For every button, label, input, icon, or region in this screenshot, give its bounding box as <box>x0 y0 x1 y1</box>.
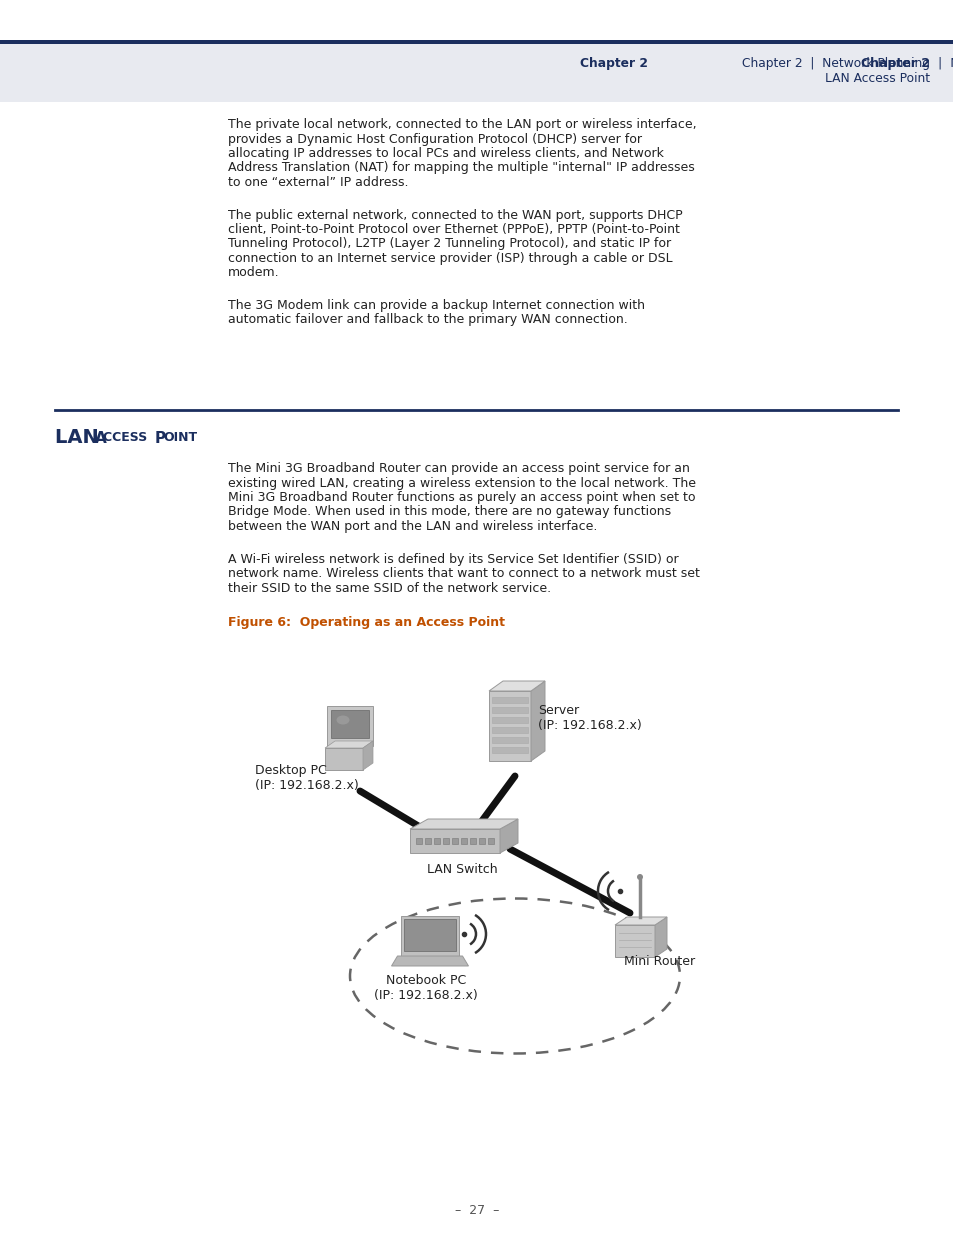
Text: Chapter 2: Chapter 2 <box>861 58 929 70</box>
FancyBboxPatch shape <box>0 0 953 40</box>
Text: Mini 3G Broadband Router functions as purely an access point when set to: Mini 3G Broadband Router functions as pu… <box>228 492 695 504</box>
FancyBboxPatch shape <box>460 839 467 844</box>
Text: The Mini 3G Broadband Router can provide an access point service for an: The Mini 3G Broadband Router can provide… <box>228 462 689 475</box>
Polygon shape <box>499 819 517 853</box>
Text: A: A <box>95 431 107 446</box>
Text: Figure 6:  Operating as an Access Point: Figure 6: Operating as an Access Point <box>228 616 504 629</box>
Polygon shape <box>615 918 666 925</box>
Circle shape <box>637 874 642 881</box>
FancyBboxPatch shape <box>489 692 531 761</box>
Text: network name. Wireless clients that want to connect to a network must set: network name. Wireless clients that want… <box>228 567 700 580</box>
Text: LAN Access Point: LAN Access Point <box>824 73 929 85</box>
FancyBboxPatch shape <box>327 706 373 746</box>
FancyBboxPatch shape <box>492 718 527 722</box>
Text: Server
(IP: 192.168.2.x): Server (IP: 192.168.2.x) <box>537 704 641 732</box>
FancyBboxPatch shape <box>0 44 953 103</box>
Text: automatic failover and fallback to the primary WAN connection.: automatic failover and fallback to the p… <box>228 314 627 326</box>
FancyBboxPatch shape <box>470 839 476 844</box>
Text: OINT: OINT <box>163 431 197 445</box>
FancyBboxPatch shape <box>325 748 363 769</box>
FancyBboxPatch shape <box>478 839 484 844</box>
Text: The private local network, connected to the LAN port or wireless interface,: The private local network, connected to … <box>228 119 696 131</box>
FancyBboxPatch shape <box>434 839 439 844</box>
FancyBboxPatch shape <box>410 829 499 853</box>
Text: modem.: modem. <box>228 267 279 279</box>
Text: Tunneling Protocol), L2TP (Layer 2 Tunneling Protocol), and static IP for: Tunneling Protocol), L2TP (Layer 2 Tunne… <box>228 237 670 251</box>
FancyBboxPatch shape <box>442 839 449 844</box>
FancyBboxPatch shape <box>492 737 527 743</box>
Text: allocating IP addresses to local PCs and wireless clients, and Network: allocating IP addresses to local PCs and… <box>228 147 663 161</box>
FancyBboxPatch shape <box>403 919 456 951</box>
FancyBboxPatch shape <box>424 839 431 844</box>
FancyBboxPatch shape <box>0 40 953 44</box>
FancyBboxPatch shape <box>452 839 457 844</box>
Text: Notebook PC
(IP: 192.168.2.x): Notebook PC (IP: 192.168.2.x) <box>374 974 477 1002</box>
Text: connection to an Internet service provider (ISP) through a cable or DSL: connection to an Internet service provid… <box>228 252 672 266</box>
FancyBboxPatch shape <box>416 839 421 844</box>
Text: LAN: LAN <box>55 429 106 447</box>
Text: Bridge Mode. When used in this mode, there are no gateway functions: Bridge Mode. When used in this mode, the… <box>228 505 670 519</box>
Polygon shape <box>391 956 468 966</box>
FancyBboxPatch shape <box>331 710 369 739</box>
Text: existing wired LAN, creating a wireless extension to the local network. The: existing wired LAN, creating a wireless … <box>228 477 696 489</box>
FancyBboxPatch shape <box>488 839 494 844</box>
Text: P: P <box>154 431 166 446</box>
Text: to one “external” IP address.: to one “external” IP address. <box>228 177 408 189</box>
Polygon shape <box>325 741 373 748</box>
Polygon shape <box>655 918 666 957</box>
Text: between the WAN port and the LAN and wireless interface.: between the WAN port and the LAN and wir… <box>228 520 597 534</box>
Text: The 3G Modem link can provide a backup Internet connection with: The 3G Modem link can provide a backup I… <box>228 299 644 312</box>
Text: A Wi-Fi wireless network is defined by its Service Set Identifier (SSID) or: A Wi-Fi wireless network is defined by i… <box>228 552 678 566</box>
FancyBboxPatch shape <box>615 925 655 957</box>
Text: CCESS: CCESS <box>103 431 152 445</box>
Text: –  27  –: – 27 – <box>455 1203 498 1216</box>
Text: provides a Dynamic Host Configuration Protocol (DHCP) server for: provides a Dynamic Host Configuration Pr… <box>228 132 641 146</box>
FancyBboxPatch shape <box>400 916 458 956</box>
Text: Chapter 2  |  Network Planning: Chapter 2 | Network Planning <box>741 57 929 69</box>
FancyBboxPatch shape <box>334 753 366 758</box>
Text: Address Translation (NAT) for mapping the multiple "internal" IP addresses: Address Translation (NAT) for mapping th… <box>228 162 694 174</box>
Text: Chapter 2: Chapter 2 <box>579 57 647 69</box>
FancyBboxPatch shape <box>492 697 527 703</box>
Text: their SSID to the same SSID of the network service.: their SSID to the same SSID of the netwo… <box>228 582 551 594</box>
Polygon shape <box>363 741 373 769</box>
Polygon shape <box>410 819 517 829</box>
Text: Mini Router: Mini Router <box>624 955 695 968</box>
Text: Desktop PC
(IP: 192.168.2.x): Desktop PC (IP: 192.168.2.x) <box>254 764 358 792</box>
FancyBboxPatch shape <box>492 727 527 734</box>
Text: LAN Switch: LAN Switch <box>427 863 497 876</box>
FancyBboxPatch shape <box>346 746 354 753</box>
Polygon shape <box>531 680 544 761</box>
Text: |  Network Planning: | Network Planning <box>929 58 953 70</box>
FancyBboxPatch shape <box>492 706 527 713</box>
Text: The public external network, connected to the WAN port, supports DHCP: The public external network, connected t… <box>228 209 682 221</box>
Text: client, Point-to-Point Protocol over Ethernet (PPPoE), PPTP (Point-to-Point: client, Point-to-Point Protocol over Eth… <box>228 224 679 236</box>
Polygon shape <box>489 680 544 692</box>
FancyBboxPatch shape <box>492 747 527 753</box>
Ellipse shape <box>336 715 349 725</box>
